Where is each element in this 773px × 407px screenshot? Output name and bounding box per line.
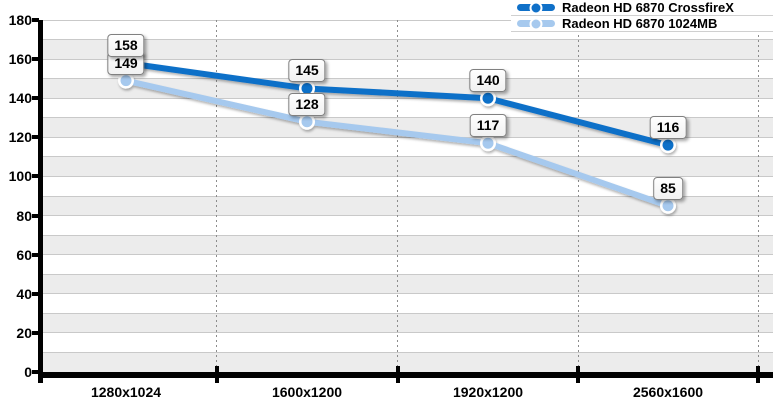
x-category-label: 1280x1024: [90, 384, 162, 400]
y-tick-label: 0: [24, 364, 32, 380]
alt-band: [43, 352, 773, 372]
gridline: [43, 293, 773, 295]
x-category-label: 1600x1200: [271, 384, 343, 400]
data-point-marker-ring: [118, 72, 134, 89]
value-label: 140: [469, 69, 507, 93]
y-tick-label: 60: [16, 246, 32, 263]
legend-row: Radeon HD 6870 CrossfireX: [511, 0, 773, 16]
legend-label: Radeon HD 6870 1024MB: [562, 16, 718, 31]
y-axis-line: [38, 20, 43, 383]
data-point-marker: [662, 200, 674, 212]
dotted-separator: [397, 20, 398, 372]
y-tick: [32, 291, 39, 296]
y-tick-label: 140: [8, 90, 32, 107]
legend-marker-icon: [517, 1, 555, 14]
legend-dot-glyph: [529, 17, 543, 30]
gridline: [43, 156, 773, 158]
data-point-marker: [301, 116, 313, 128]
gridline: [43, 78, 773, 80]
data-point-marker: [482, 92, 494, 104]
y-tick-label: 180: [8, 12, 32, 28]
x-category-label: 2560x1600: [632, 384, 704, 400]
alt-band: [43, 78, 773, 99]
legend-marker-icon: [517, 17, 555, 30]
y-tick-label: 40: [16, 285, 32, 302]
gridline: [43, 97, 773, 99]
value-label: 145: [288, 59, 326, 83]
gridline: [43, 273, 773, 275]
gridline: [43, 254, 773, 256]
gridline: [43, 234, 773, 236]
y-tick: [32, 252, 39, 257]
y-tick: [32, 370, 39, 374]
x-category-label: 1920x1200: [452, 384, 524, 400]
series-line: [123, 77, 671, 209]
data-point-marker-ring: [480, 135, 496, 152]
y-tick: [32, 135, 39, 140]
y-tick: [32, 174, 39, 179]
legend-row: Radeon HD 6870 1024MB: [511, 16, 773, 32]
y-tick: [32, 57, 39, 62]
data-point-marker: [662, 139, 674, 151]
gridline: [43, 58, 773, 60]
value-label: 116: [649, 116, 687, 140]
alt-band: [43, 235, 773, 255]
gridline: [43, 312, 773, 314]
alt-band: [43, 274, 773, 294]
x-axis-line: [38, 372, 773, 378]
value-label: 128: [288, 92, 326, 116]
y-tick-label: 20: [16, 324, 32, 341]
series-radeon-hd-6870-1024mb: [118, 72, 676, 214]
y-tick-label: 120: [8, 129, 32, 146]
y-tick: [32, 18, 39, 22]
y-tick: [32, 213, 39, 218]
data-point-marker-ring: [660, 197, 676, 214]
gridline: [43, 351, 773, 353]
data-point-marker-ring: [480, 90, 496, 107]
y-tick-label: 80: [16, 207, 32, 224]
legend: Radeon HD 6870 CrossfireX Radeon HD 6870 …: [511, 0, 773, 32]
series-radeon-hd-6870-crossfirex: [118, 55, 676, 154]
dotted-separator: [577, 20, 579, 372]
value-label: 85: [653, 176, 683, 200]
x-tick: [756, 366, 760, 383]
gridline: [43, 215, 773, 217]
value-label: 158: [107, 34, 145, 58]
legend-dot-glyph: [529, 1, 543, 14]
data-point-marker: [120, 75, 132, 87]
gridline: [43, 332, 773, 334]
legend-label: Radeon HD 6870 CrossfireX: [562, 0, 734, 15]
gridline: [43, 39, 773, 41]
y-tick: [32, 330, 39, 335]
alt-band: [43, 156, 773, 177]
series-line: [123, 60, 671, 149]
dotted-separator: [216, 20, 217, 372]
x-tick: [214, 366, 219, 383]
y-tick-label: 160: [8, 51, 32, 68]
dotted-separator: [757, 20, 759, 372]
data-point-marker-ring: [299, 113, 315, 130]
value-label: 117: [469, 114, 507, 138]
data-point-marker: [482, 137, 494, 149]
x-tick: [576, 366, 580, 383]
x-tick: [395, 366, 400, 383]
alt-band: [43, 313, 773, 333]
alt-band: [43, 39, 773, 60]
data-point-marker-ring: [660, 137, 676, 154]
y-tick: [32, 96, 39, 101]
y-tick-label: 100: [8, 168, 32, 185]
